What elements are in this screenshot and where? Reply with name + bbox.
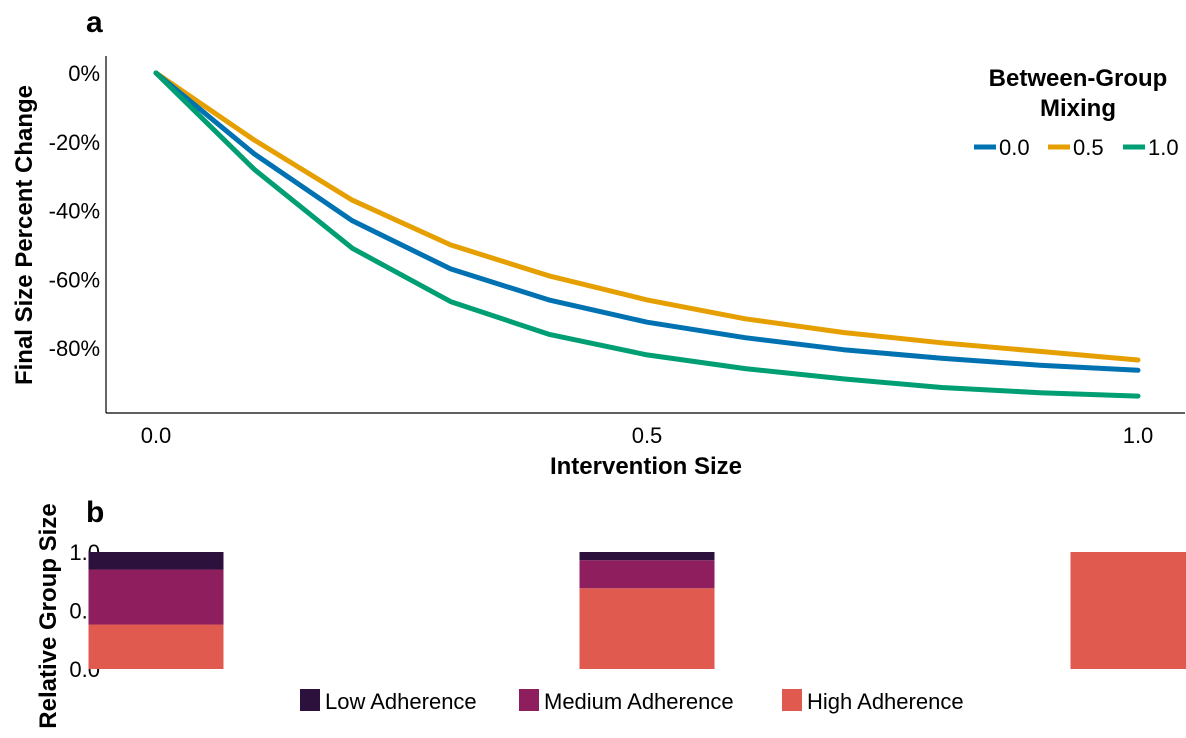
legend-swatch-b bbox=[300, 689, 320, 711]
bar-segment-medium-adherence bbox=[580, 560, 715, 588]
legend-label-b: Medium Adherence bbox=[544, 689, 734, 714]
legend-label: 0.0 bbox=[999, 135, 1030, 160]
series-line-0.0 bbox=[156, 73, 1138, 370]
bar-segment-high-adherence bbox=[89, 625, 224, 669]
legend-b: Low Adherence Medium Adherence High Adhere… bbox=[300, 689, 964, 714]
bar-segment-high-adherence bbox=[1071, 552, 1186, 669]
panel-a-axes bbox=[106, 56, 1185, 413]
y-axis-title: Final Size Percent Change bbox=[11, 85, 38, 385]
y-tick-label: -80% bbox=[49, 336, 100, 361]
bar-segment-high-adherence bbox=[580, 588, 715, 669]
y-tick-label: -60% bbox=[49, 267, 100, 292]
x-tick-label: 0.5 bbox=[632, 423, 663, 448]
legend-label: 1.0 bbox=[1148, 135, 1179, 160]
y-tick-label: 0% bbox=[68, 61, 100, 86]
panel-label-b: b bbox=[86, 496, 104, 529]
x-axis-title: Intervention Size bbox=[550, 453, 742, 480]
y-axis-title-b: Relative Group Size bbox=[35, 503, 62, 728]
legend-title-line1: Between-Group bbox=[989, 65, 1168, 92]
bar-segment-medium-adherence bbox=[89, 570, 224, 625]
legend-swatch-b bbox=[519, 689, 539, 711]
legend-label: 0.5 bbox=[1073, 135, 1104, 160]
legend-label-b: Low Adherence bbox=[325, 689, 477, 714]
legend-title-line2: Mixing bbox=[1040, 95, 1116, 122]
legend-a: Between-Group Mixing 0.0 0.5 1.0 bbox=[974, 65, 1179, 160]
panel-b-bars bbox=[89, 552, 1186, 669]
legend-label-b: High Adherence bbox=[807, 689, 964, 714]
x-tick-label: 1.0 bbox=[1123, 423, 1154, 448]
bar-segment-low-adherence bbox=[580, 552, 715, 560]
panel-label-a: a bbox=[86, 6, 103, 39]
panel-a-x-ticks: 0.0 0.5 1.0 bbox=[141, 423, 1154, 448]
legend-swatch-b bbox=[782, 689, 802, 711]
panel-a-y-ticks: 0% -20% -40% -60% -80% bbox=[49, 61, 100, 361]
y-tick-label: -20% bbox=[49, 130, 100, 155]
bar-segment-low-adherence bbox=[89, 552, 224, 570]
panel-a-lines bbox=[156, 73, 1138, 396]
y-tick-label: -40% bbox=[49, 199, 100, 224]
x-tick-label: 0.0 bbox=[141, 423, 172, 448]
series-line-0.5 bbox=[156, 73, 1138, 360]
